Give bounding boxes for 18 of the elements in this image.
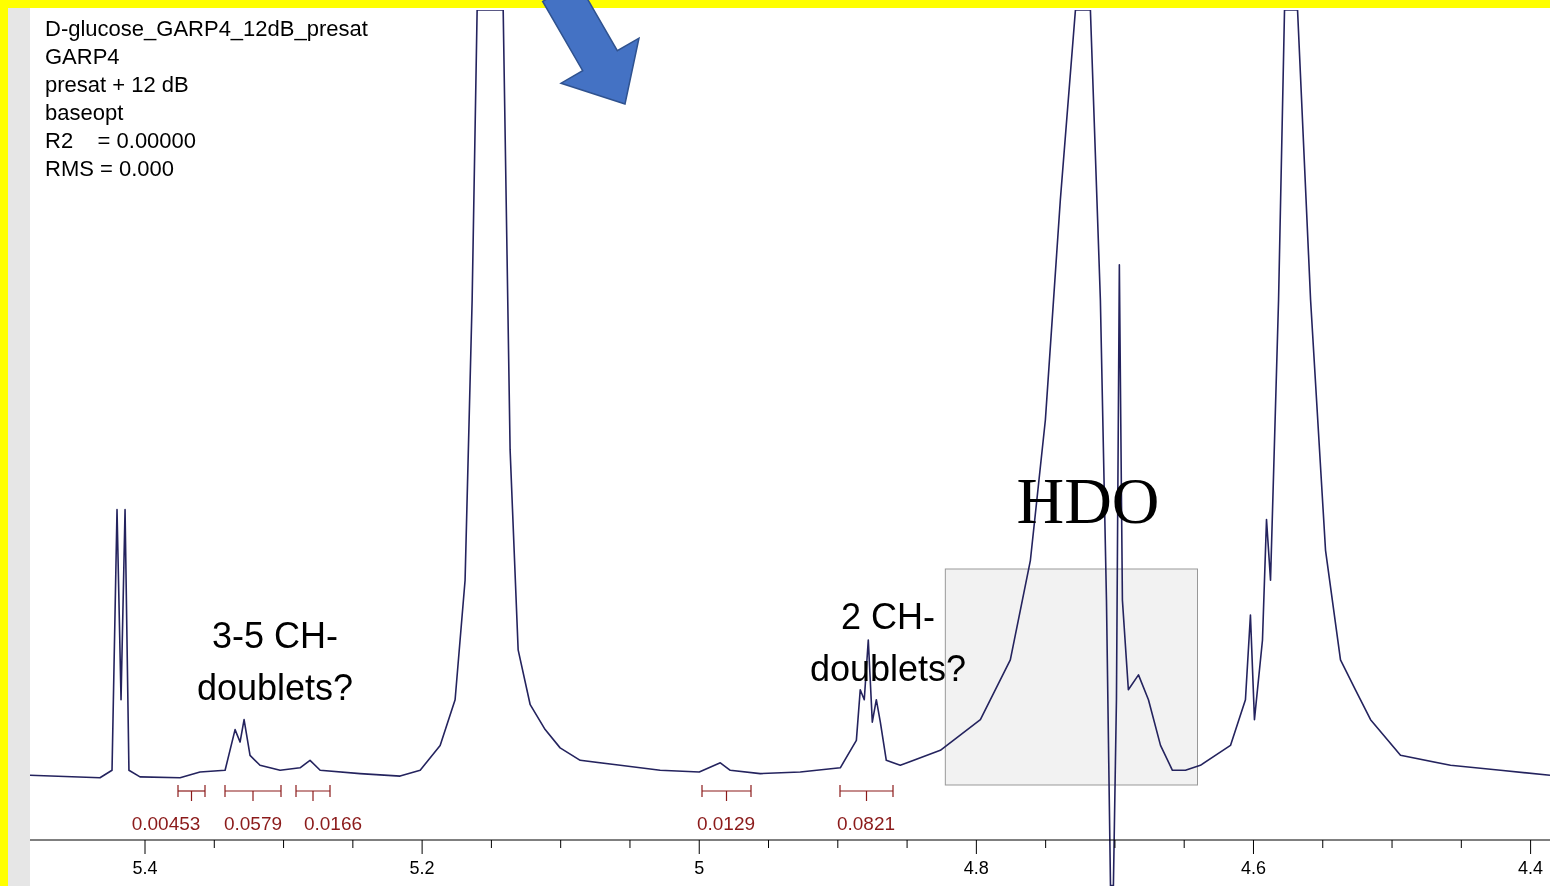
annotation: 0.0579: [223, 813, 283, 834]
annotation: 0.0821: [836, 813, 896, 834]
annotation: 0.00453: [131, 813, 201, 834]
annotation: RMS = 0.000: [45, 156, 175, 181]
annotation: R2 = 0.00000: [45, 128, 197, 153]
annotation: GARP4: [45, 44, 120, 69]
x-tick-label: 4.6: [1240, 858, 1266, 878]
annotation: 0.0166: [303, 813, 363, 834]
x-tick-label: 5: [694, 858, 705, 878]
annotation: presat + 12 dB: [45, 72, 189, 97]
x-tick-label: 4.8: [963, 858, 989, 878]
x-tick-label: 5.4: [132, 858, 158, 878]
annotation: 0.0129: [696, 813, 756, 834]
annotation: 3-5 CH- doublets?: [196, 614, 354, 708]
x-tick-label: 4.4: [1518, 858, 1544, 878]
x-tick-label: 5.2: [409, 858, 435, 878]
annotation: D-glucose_GARP4_12dB_presat: [45, 16, 368, 41]
annotation: baseopt: [45, 100, 124, 125]
